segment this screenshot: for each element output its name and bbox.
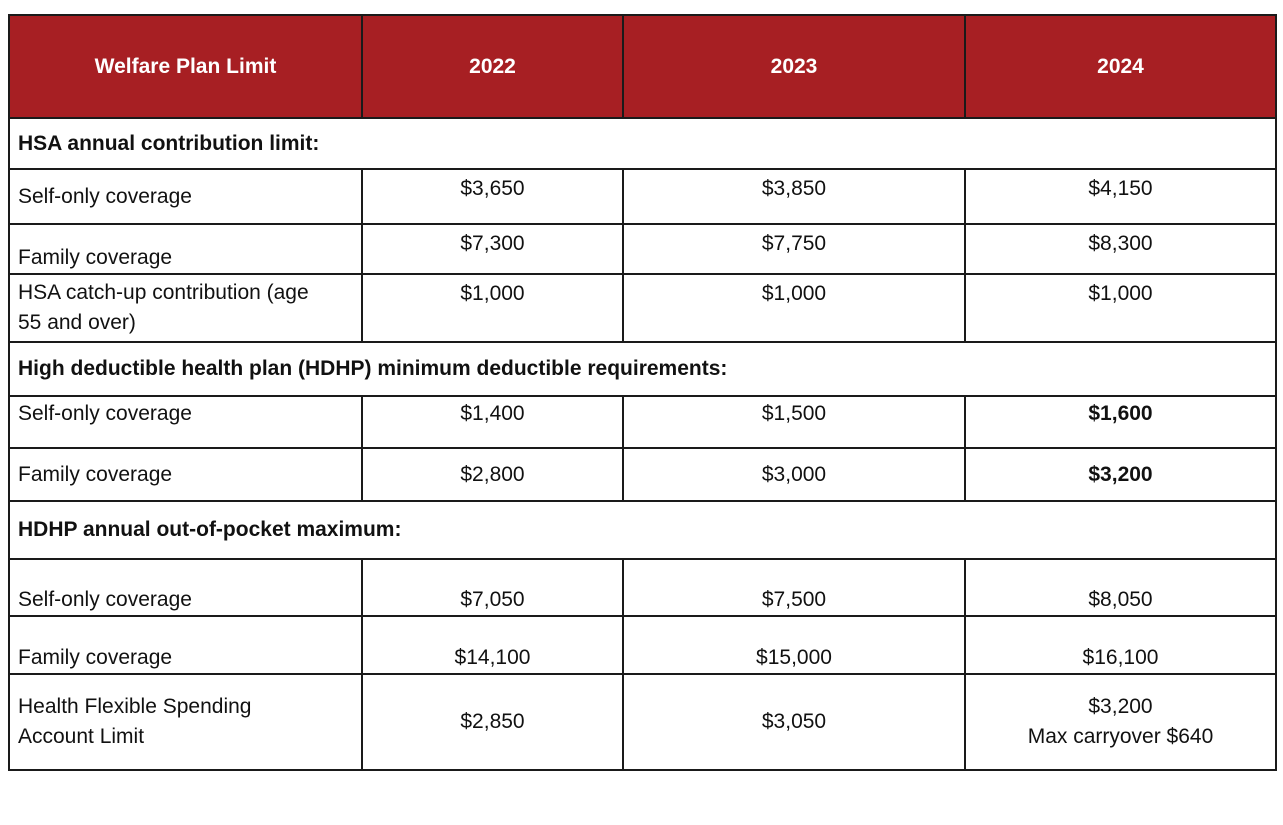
cell-2023: $1,500 [622, 395, 966, 449]
header-year-2023: 2023 [622, 14, 966, 119]
section-title: High deductible health plan (HDHP) minim… [8, 341, 1277, 397]
cell-2024: $4,150 [964, 168, 1277, 225]
table-row: Family coverage $2,800 $3,000 $3,200 [8, 447, 1277, 502]
cell-2022: $1,000 [361, 273, 624, 343]
row-label-line: 55 and over) [18, 311, 136, 334]
cell-2024: $16,100 [964, 615, 1277, 675]
cell-2023: $3,000 [622, 447, 966, 502]
row-label: Family coverage [8, 447, 363, 502]
row-label: Self-only coverage [8, 558, 363, 617]
row-label: Self-only coverage [8, 168, 363, 225]
cell-2024: $8,050 [964, 558, 1277, 617]
cell-2023: $7,500 [622, 558, 966, 617]
row-label-line: Health Flexible Spending [18, 695, 252, 718]
fsa-2024-carryover: Max carryover $640 [1027, 725, 1214, 748]
fsa-2024-limit: $3,200 [1088, 695, 1153, 718]
section-title: HDHP annual out-of-pocket maximum: [8, 500, 1277, 560]
cell-2024: $3,200 Max carryover $640 [964, 673, 1277, 771]
cell-2024: $1,000 [964, 273, 1277, 343]
table-row: HSA catch-up contribution (age 55 and ov… [8, 273, 1277, 343]
table-row: Family coverage $7,300 $7,750 $8,300 [8, 223, 1277, 275]
row-label: Family coverage [8, 223, 363, 275]
cell-2023: $3,850 [622, 168, 966, 225]
cell-2023: $7,750 [622, 223, 966, 275]
cell-2022: $14,100 [361, 615, 624, 675]
cell-2022: $1,400 [361, 395, 624, 449]
section-row: High deductible health plan (HDHP) minim… [8, 341, 1277, 397]
row-label: Self-only coverage [8, 395, 363, 449]
section-row: HSA annual contribution limit: [8, 117, 1277, 170]
cell-2023: $3,050 [622, 673, 966, 771]
row-label-line: Account Limit [18, 725, 145, 748]
section-row: HDHP annual out-of-pocket maximum: [8, 500, 1277, 560]
header-year-2024: 2024 [964, 14, 1277, 119]
table-row: Family coverage $14,100 $15,000 $16,100 [8, 615, 1277, 675]
table-row: Self-only coverage $3,650 $3,850 $4,150 [8, 168, 1277, 225]
row-label: HSA catch-up contribution (age 55 and ov… [8, 273, 363, 343]
header-row: Welfare Plan Limit 2022 2023 2024 [8, 14, 1277, 119]
cell-2024: $3,200 [964, 447, 1277, 502]
table-row: Self-only coverage $7,050 $7,500 $8,050 [8, 558, 1277, 617]
cell-2022: $7,050 [361, 558, 624, 617]
row-label: Family coverage [8, 615, 363, 675]
row-label-line: HSA catch-up contribution (age [18, 281, 309, 304]
cell-2022: $2,800 [361, 447, 624, 502]
cell-2022: $2,850 [361, 673, 624, 771]
cell-2024: $8,300 [964, 223, 1277, 275]
welfare-plan-limits-table: Welfare Plan Limit 2022 2023 2024 HSA an… [8, 14, 1277, 771]
header-label: Welfare Plan Limit [8, 14, 363, 119]
cell-2023: $15,000 [622, 615, 966, 675]
cell-2024: $1,600 [964, 395, 1277, 449]
cell-2022: $7,300 [361, 223, 624, 275]
row-label: Health Flexible Spending Account Limit [8, 673, 363, 771]
header-year-2022: 2022 [361, 14, 624, 119]
table-row: Self-only coverage $1,400 $1,500 $1,600 [8, 395, 1277, 449]
cell-2023: $1,000 [622, 273, 966, 343]
section-title: HSA annual contribution limit: [8, 117, 1277, 170]
table-row-fsa: Health Flexible Spending Account Limit $… [8, 673, 1277, 771]
cell-2022: $3,650 [361, 168, 624, 225]
